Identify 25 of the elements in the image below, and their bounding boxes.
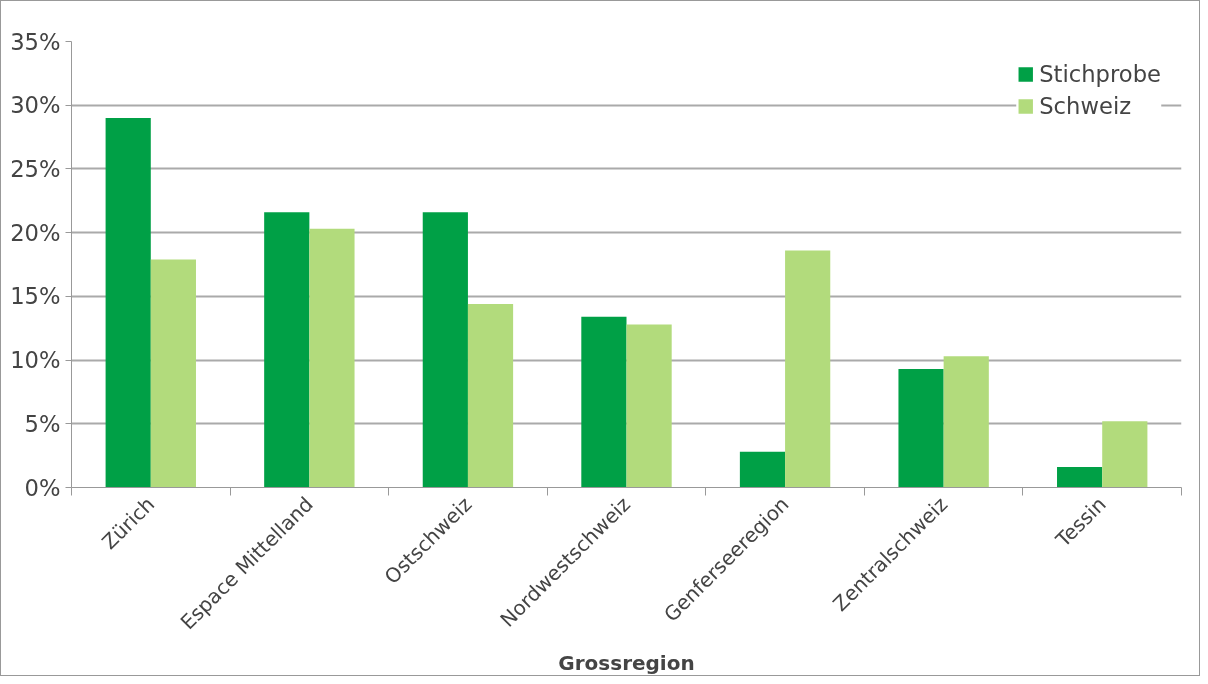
bar: [739, 451, 786, 488]
bar: [467, 304, 514, 488]
bar: [1102, 421, 1148, 488]
bar: [309, 228, 355, 488]
y-tick-label: 15%: [10, 283, 61, 310]
y-tick-label: 25%: [10, 155, 61, 182]
bar: [1057, 467, 1103, 488]
y-tick-label: 0%: [24, 474, 61, 501]
x-axis-title: Grossregion: [558, 650, 695, 675]
bar: [422, 212, 468, 488]
y-tick-label: 20%: [10, 219, 61, 246]
bar: [150, 259, 196, 488]
legend-label: Stichprobe: [1039, 61, 1161, 87]
bar: [626, 324, 672, 488]
bar: [785, 250, 831, 488]
legend-label: Schweiz: [1039, 93, 1132, 119]
bar: [105, 117, 151, 488]
bar: [898, 368, 944, 488]
bar: [264, 212, 310, 488]
bar: [581, 316, 627, 488]
y-tick-label: 5%: [24, 410, 61, 437]
y-tick-label: 30%: [10, 92, 61, 119]
bar: [943, 356, 989, 488]
y-tick-label: 35%: [10, 28, 61, 55]
y-tick-label: 10%: [10, 347, 61, 374]
